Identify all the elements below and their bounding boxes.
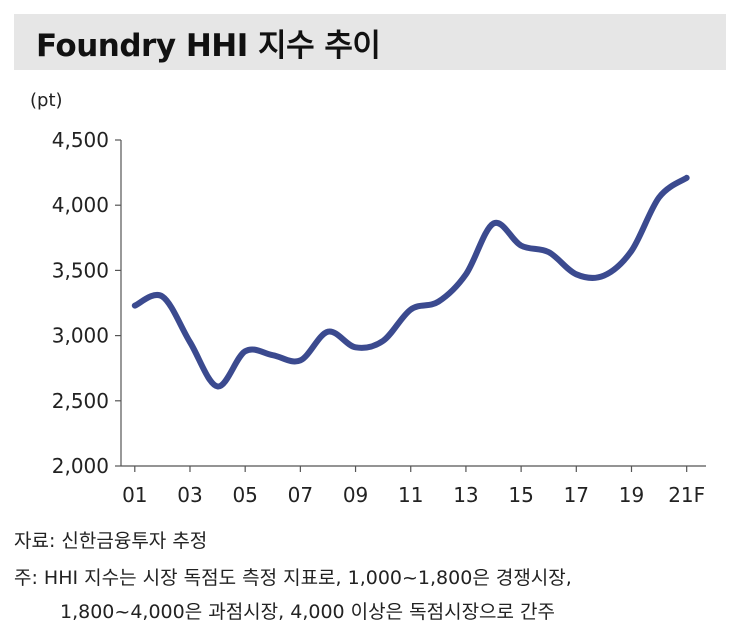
- hhi-series-line: [131, 174, 690, 390]
- x-tick-label: 15: [508, 483, 533, 507]
- x-tick-label: 09: [343, 483, 368, 507]
- x-tick-label: 03: [177, 483, 202, 507]
- chart-area: (pt) 2,000 2,500 3,000 3,500 4,000 4,500 01 03 0…: [0, 78, 734, 518]
- chart-axes: 2,000 2,500 3,000 3,500 4,000 4,500 01 03 05 07 09…: [52, 128, 706, 507]
- chart-title: Foundry HHI 지수 추이: [36, 27, 381, 64]
- x-tick-label: 07: [288, 483, 313, 507]
- line-chart: (pt) 2,000 2,500 3,000 3,500 4,000 4,500 01 03 0…: [30, 90, 706, 507]
- chart-title-bar: Foundry HHI 지수 추이: [14, 14, 726, 70]
- y-tick-label: 3,000: [52, 324, 109, 348]
- x-tick-label: 05: [232, 483, 257, 507]
- x-tick-label: 17: [564, 483, 589, 507]
- footnote-line-1: 주: HHI 지수는 시장 독점도 측정 지표로, 1,000~1,800은 경…: [14, 567, 572, 589]
- source-note: 자료: 신한금융투자 추정: [14, 530, 208, 552]
- x-tick-label: 13: [453, 483, 478, 507]
- y-tick-label: 2,500: [52, 389, 109, 413]
- footnote-line-2: 1,800~4,000은 과점시장, 4,000 이상은 독점시장으로 간주: [60, 601, 556, 623]
- x-tick-label: 11: [398, 483, 423, 507]
- x-tick-label: 01: [122, 483, 147, 507]
- x-tick-label: 19: [619, 483, 644, 507]
- chart-plot: [131, 174, 690, 390]
- y-axis-unit-label: (pt): [30, 90, 63, 111]
- y-tick-label: 3,500: [52, 258, 109, 282]
- x-tick-label: 21F: [668, 483, 705, 507]
- y-tick-label: 4,500: [52, 128, 109, 152]
- y-tick-label: 2,000: [52, 454, 109, 478]
- y-tick-label: 4,000: [52, 193, 109, 217]
